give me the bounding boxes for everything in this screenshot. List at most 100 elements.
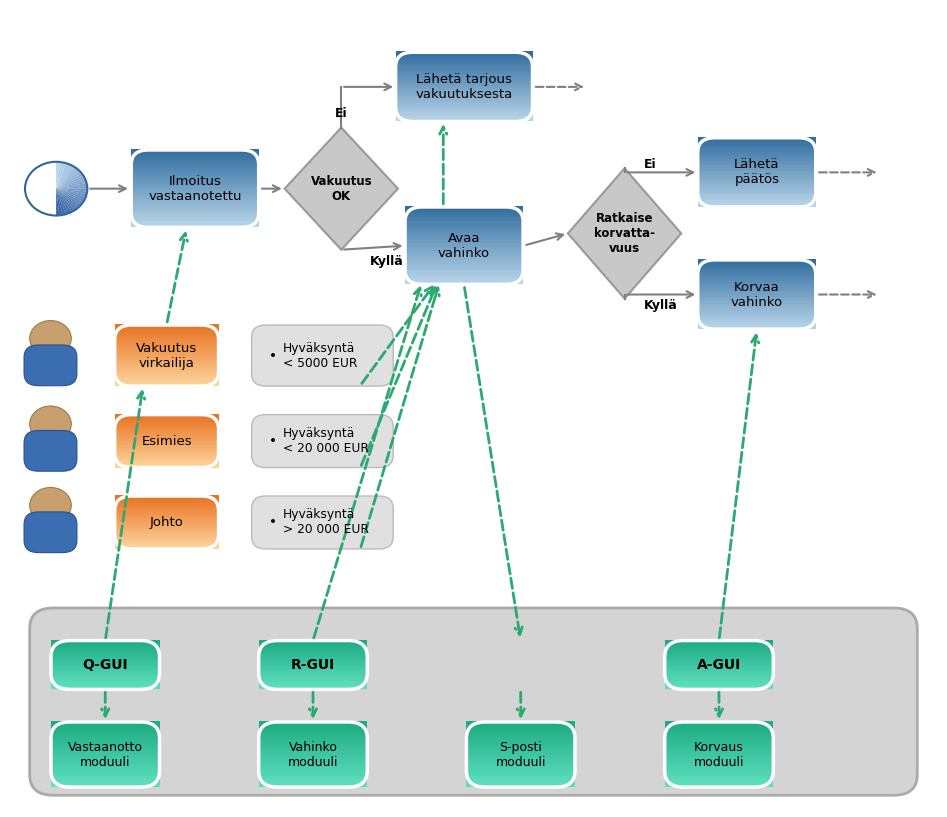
FancyBboxPatch shape: [698, 167, 815, 170]
FancyBboxPatch shape: [665, 656, 774, 659]
FancyBboxPatch shape: [665, 784, 774, 787]
FancyBboxPatch shape: [396, 72, 532, 75]
FancyBboxPatch shape: [405, 255, 523, 258]
FancyBboxPatch shape: [132, 193, 259, 196]
FancyBboxPatch shape: [51, 671, 159, 673]
FancyBboxPatch shape: [405, 224, 523, 228]
FancyBboxPatch shape: [259, 782, 367, 785]
Text: Avaa
vahinko: Avaa vahinko: [438, 232, 491, 260]
FancyBboxPatch shape: [115, 529, 219, 531]
FancyBboxPatch shape: [259, 684, 367, 686]
FancyBboxPatch shape: [51, 656, 159, 659]
FancyBboxPatch shape: [115, 330, 219, 333]
FancyBboxPatch shape: [698, 149, 815, 152]
FancyBboxPatch shape: [698, 319, 815, 322]
Text: Kyllä: Kyllä: [369, 256, 403, 269]
FancyBboxPatch shape: [698, 280, 815, 283]
FancyBboxPatch shape: [467, 765, 575, 768]
FancyBboxPatch shape: [698, 282, 815, 285]
FancyBboxPatch shape: [115, 345, 219, 347]
FancyBboxPatch shape: [467, 762, 575, 766]
FancyBboxPatch shape: [259, 779, 367, 783]
FancyBboxPatch shape: [259, 646, 367, 649]
FancyBboxPatch shape: [115, 377, 219, 380]
FancyBboxPatch shape: [467, 769, 575, 772]
FancyBboxPatch shape: [698, 324, 815, 327]
FancyBboxPatch shape: [115, 379, 219, 382]
FancyBboxPatch shape: [51, 754, 159, 757]
FancyBboxPatch shape: [115, 419, 219, 422]
Text: Kyllä: Kyllä: [643, 299, 677, 312]
FancyBboxPatch shape: [259, 671, 367, 673]
FancyBboxPatch shape: [698, 317, 815, 320]
FancyBboxPatch shape: [115, 433, 219, 435]
FancyBboxPatch shape: [396, 86, 532, 89]
FancyBboxPatch shape: [115, 375, 219, 378]
FancyBboxPatch shape: [396, 100, 532, 103]
FancyBboxPatch shape: [51, 667, 159, 670]
FancyBboxPatch shape: [115, 511, 219, 514]
FancyBboxPatch shape: [665, 679, 774, 681]
FancyBboxPatch shape: [115, 444, 219, 446]
FancyBboxPatch shape: [51, 752, 159, 755]
FancyBboxPatch shape: [115, 328, 219, 331]
FancyBboxPatch shape: [698, 264, 815, 267]
FancyBboxPatch shape: [51, 681, 159, 683]
FancyBboxPatch shape: [665, 664, 774, 667]
Text: Ei: Ei: [643, 158, 656, 171]
FancyBboxPatch shape: [698, 306, 815, 308]
Wedge shape: [56, 189, 80, 208]
FancyBboxPatch shape: [24, 431, 77, 471]
FancyBboxPatch shape: [115, 541, 219, 543]
FancyBboxPatch shape: [132, 201, 259, 204]
FancyBboxPatch shape: [115, 538, 219, 540]
FancyBboxPatch shape: [665, 674, 774, 676]
FancyBboxPatch shape: [115, 357, 219, 359]
FancyBboxPatch shape: [115, 371, 219, 374]
FancyBboxPatch shape: [698, 178, 815, 181]
FancyBboxPatch shape: [259, 736, 367, 739]
FancyBboxPatch shape: [467, 739, 575, 742]
FancyBboxPatch shape: [132, 208, 259, 212]
FancyBboxPatch shape: [698, 312, 815, 315]
FancyBboxPatch shape: [51, 749, 159, 752]
FancyBboxPatch shape: [259, 641, 367, 644]
FancyBboxPatch shape: [115, 363, 219, 366]
FancyBboxPatch shape: [405, 232, 523, 235]
FancyBboxPatch shape: [115, 495, 219, 498]
FancyBboxPatch shape: [665, 650, 774, 652]
Wedge shape: [56, 189, 87, 194]
FancyBboxPatch shape: [396, 114, 532, 117]
FancyBboxPatch shape: [115, 382, 219, 384]
FancyBboxPatch shape: [51, 734, 159, 737]
FancyBboxPatch shape: [405, 263, 523, 266]
FancyBboxPatch shape: [665, 648, 774, 650]
FancyBboxPatch shape: [51, 659, 159, 662]
FancyBboxPatch shape: [698, 202, 815, 205]
FancyBboxPatch shape: [698, 139, 815, 142]
FancyBboxPatch shape: [698, 275, 815, 279]
FancyBboxPatch shape: [665, 765, 774, 768]
FancyBboxPatch shape: [405, 206, 523, 209]
FancyBboxPatch shape: [51, 745, 159, 748]
FancyBboxPatch shape: [405, 219, 523, 222]
FancyBboxPatch shape: [405, 217, 523, 220]
FancyBboxPatch shape: [51, 730, 159, 733]
FancyBboxPatch shape: [259, 775, 367, 779]
FancyBboxPatch shape: [665, 653, 774, 655]
FancyBboxPatch shape: [51, 784, 159, 787]
FancyBboxPatch shape: [252, 496, 393, 549]
FancyBboxPatch shape: [698, 278, 815, 281]
FancyBboxPatch shape: [115, 451, 219, 453]
FancyBboxPatch shape: [665, 654, 774, 657]
FancyBboxPatch shape: [115, 498, 219, 502]
FancyBboxPatch shape: [259, 778, 367, 780]
FancyBboxPatch shape: [396, 102, 532, 105]
FancyBboxPatch shape: [698, 144, 815, 147]
FancyBboxPatch shape: [467, 773, 575, 776]
FancyBboxPatch shape: [259, 771, 367, 774]
FancyBboxPatch shape: [132, 159, 259, 163]
FancyBboxPatch shape: [665, 761, 774, 763]
FancyBboxPatch shape: [259, 773, 367, 776]
Text: Ilmoitus
vastaanotettu: Ilmoitus vastaanotettu: [148, 175, 241, 203]
